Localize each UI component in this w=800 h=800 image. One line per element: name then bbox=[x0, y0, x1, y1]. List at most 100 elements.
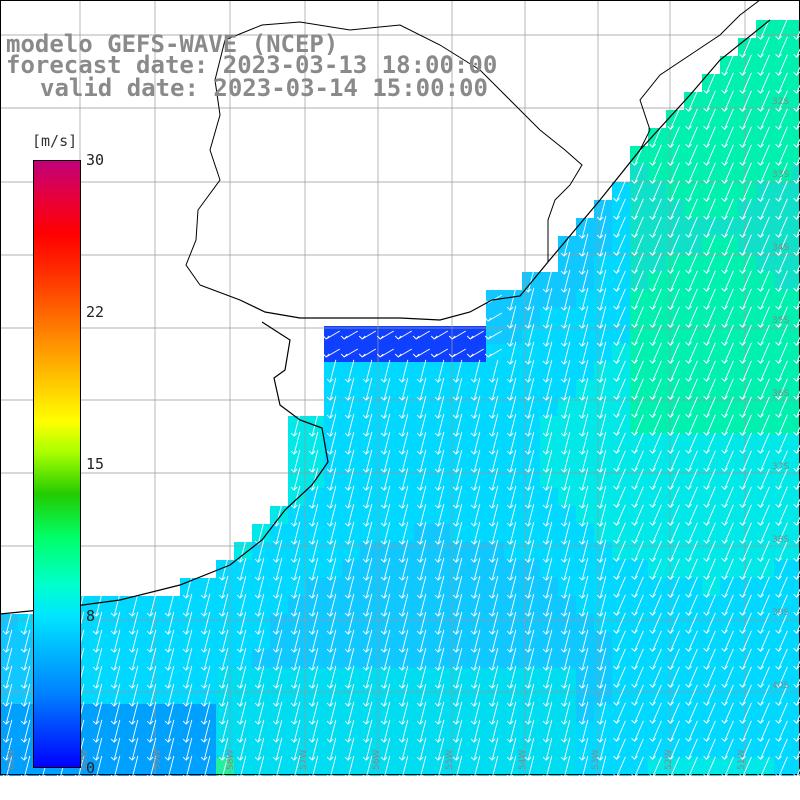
wind-arrow bbox=[757, 576, 770, 598]
wind-arrow bbox=[703, 576, 716, 598]
wind-arrow bbox=[721, 450, 734, 472]
wind-arrow bbox=[398, 431, 409, 455]
wind-arrow bbox=[703, 378, 716, 400]
wind-arrow bbox=[775, 450, 788, 472]
wind-arrow bbox=[290, 521, 301, 545]
latitude-label: 36S bbox=[772, 389, 789, 399]
wind-arrow bbox=[146, 701, 157, 725]
wind-arrow bbox=[412, 348, 431, 358]
wind-arrow bbox=[775, 198, 788, 220]
wind-arrow bbox=[380, 629, 391, 653]
wind-arrow bbox=[757, 720, 770, 742]
wind-arrow bbox=[560, 359, 571, 383]
wind-arrow bbox=[344, 467, 355, 491]
wind-arrow bbox=[793, 588, 800, 598]
wind-arrow bbox=[793, 210, 800, 220]
wind-arrow bbox=[685, 648, 698, 670]
wind-arrow bbox=[200, 611, 211, 635]
wind-arrows bbox=[2, 18, 800, 779]
wind-arrow bbox=[376, 348, 395, 358]
wind-arrow bbox=[434, 755, 445, 779]
wind-arrow bbox=[380, 701, 391, 725]
wind-arrow bbox=[596, 593, 607, 617]
wind-arrow bbox=[2, 665, 13, 689]
wind-arrow bbox=[667, 126, 680, 148]
wind-arrow bbox=[434, 413, 445, 437]
wind-arrow bbox=[452, 449, 463, 473]
wind-arrow bbox=[362, 683, 373, 707]
wind-arrow bbox=[578, 467, 589, 491]
wind-arrow bbox=[596, 287, 607, 311]
wind-arrow bbox=[757, 414, 770, 436]
wind-arrow bbox=[775, 162, 788, 184]
wind-arrow bbox=[685, 270, 698, 292]
wind-arrow bbox=[649, 306, 662, 328]
wind-arrow bbox=[703, 306, 716, 328]
wind-arrow bbox=[524, 701, 535, 725]
wind-speed-cell bbox=[792, 38, 800, 56]
wind-arrow bbox=[793, 156, 800, 166]
wind-arrow bbox=[272, 575, 283, 599]
wind-arrow bbox=[578, 449, 589, 473]
wind-arrow bbox=[793, 660, 800, 670]
wind-speed-cell bbox=[792, 182, 800, 200]
wind-arrow bbox=[685, 306, 698, 328]
wind-arrow bbox=[757, 504, 770, 526]
wind-arrow bbox=[703, 252, 716, 274]
wind-arrow bbox=[236, 611, 247, 635]
wind-arrow bbox=[631, 756, 644, 778]
wind-arrow bbox=[416, 431, 427, 455]
wind-arrow bbox=[398, 395, 409, 419]
wind-arrow bbox=[757, 162, 770, 184]
wind-arrow bbox=[394, 330, 413, 340]
wind-arrow bbox=[380, 593, 391, 617]
wind-arrow bbox=[613, 522, 626, 544]
wind-arrow bbox=[739, 648, 752, 670]
wind-arrow bbox=[578, 233, 589, 257]
wind-arrow bbox=[560, 251, 571, 275]
wind-arrow bbox=[542, 287, 553, 311]
wind-arrow bbox=[344, 359, 355, 383]
wind-arrow bbox=[110, 719, 121, 743]
wind-arrow bbox=[236, 665, 247, 689]
wind-arrow bbox=[434, 557, 445, 581]
wind-speed-cell bbox=[792, 488, 800, 506]
wind-arrow bbox=[416, 485, 427, 509]
wind-arrow bbox=[128, 629, 139, 653]
wind-arrow bbox=[721, 666, 734, 688]
wind-arrow bbox=[182, 701, 193, 725]
wind-arrow bbox=[757, 432, 770, 454]
wind-arrow bbox=[739, 378, 752, 400]
wind-arrow bbox=[326, 665, 337, 689]
wind-arrow bbox=[739, 558, 752, 580]
wind-arrow bbox=[128, 665, 139, 689]
wind-arrow bbox=[667, 648, 680, 670]
wind-arrow bbox=[290, 539, 301, 563]
wind-arrow bbox=[631, 288, 644, 310]
wind-arrow bbox=[506, 755, 517, 779]
wind-arrow bbox=[578, 683, 589, 707]
wind-arrow bbox=[613, 558, 626, 580]
wind-arrow bbox=[757, 378, 770, 400]
wind-arrow bbox=[376, 330, 395, 340]
wind-arrow bbox=[362, 467, 373, 491]
wind-arrow bbox=[326, 359, 337, 383]
wind-arrow bbox=[308, 503, 319, 527]
wind-arrow bbox=[416, 719, 427, 743]
wind-arrow bbox=[649, 144, 662, 166]
wind-arrow bbox=[560, 503, 571, 527]
wind-arrow bbox=[685, 342, 698, 364]
wind-arrow bbox=[92, 719, 103, 743]
wind-arrow bbox=[416, 737, 427, 761]
wind-speed-cell bbox=[792, 650, 800, 668]
wind-arrow bbox=[775, 702, 788, 724]
wind-arrow bbox=[685, 396, 698, 418]
wind-arrow bbox=[290, 665, 301, 689]
wind-arrow bbox=[721, 684, 734, 706]
wind-arrow bbox=[596, 467, 607, 491]
wind-arrow bbox=[578, 377, 589, 401]
wind-arrow bbox=[326, 647, 337, 671]
wind-arrow bbox=[434, 503, 445, 527]
wind-arrow bbox=[92, 737, 103, 761]
